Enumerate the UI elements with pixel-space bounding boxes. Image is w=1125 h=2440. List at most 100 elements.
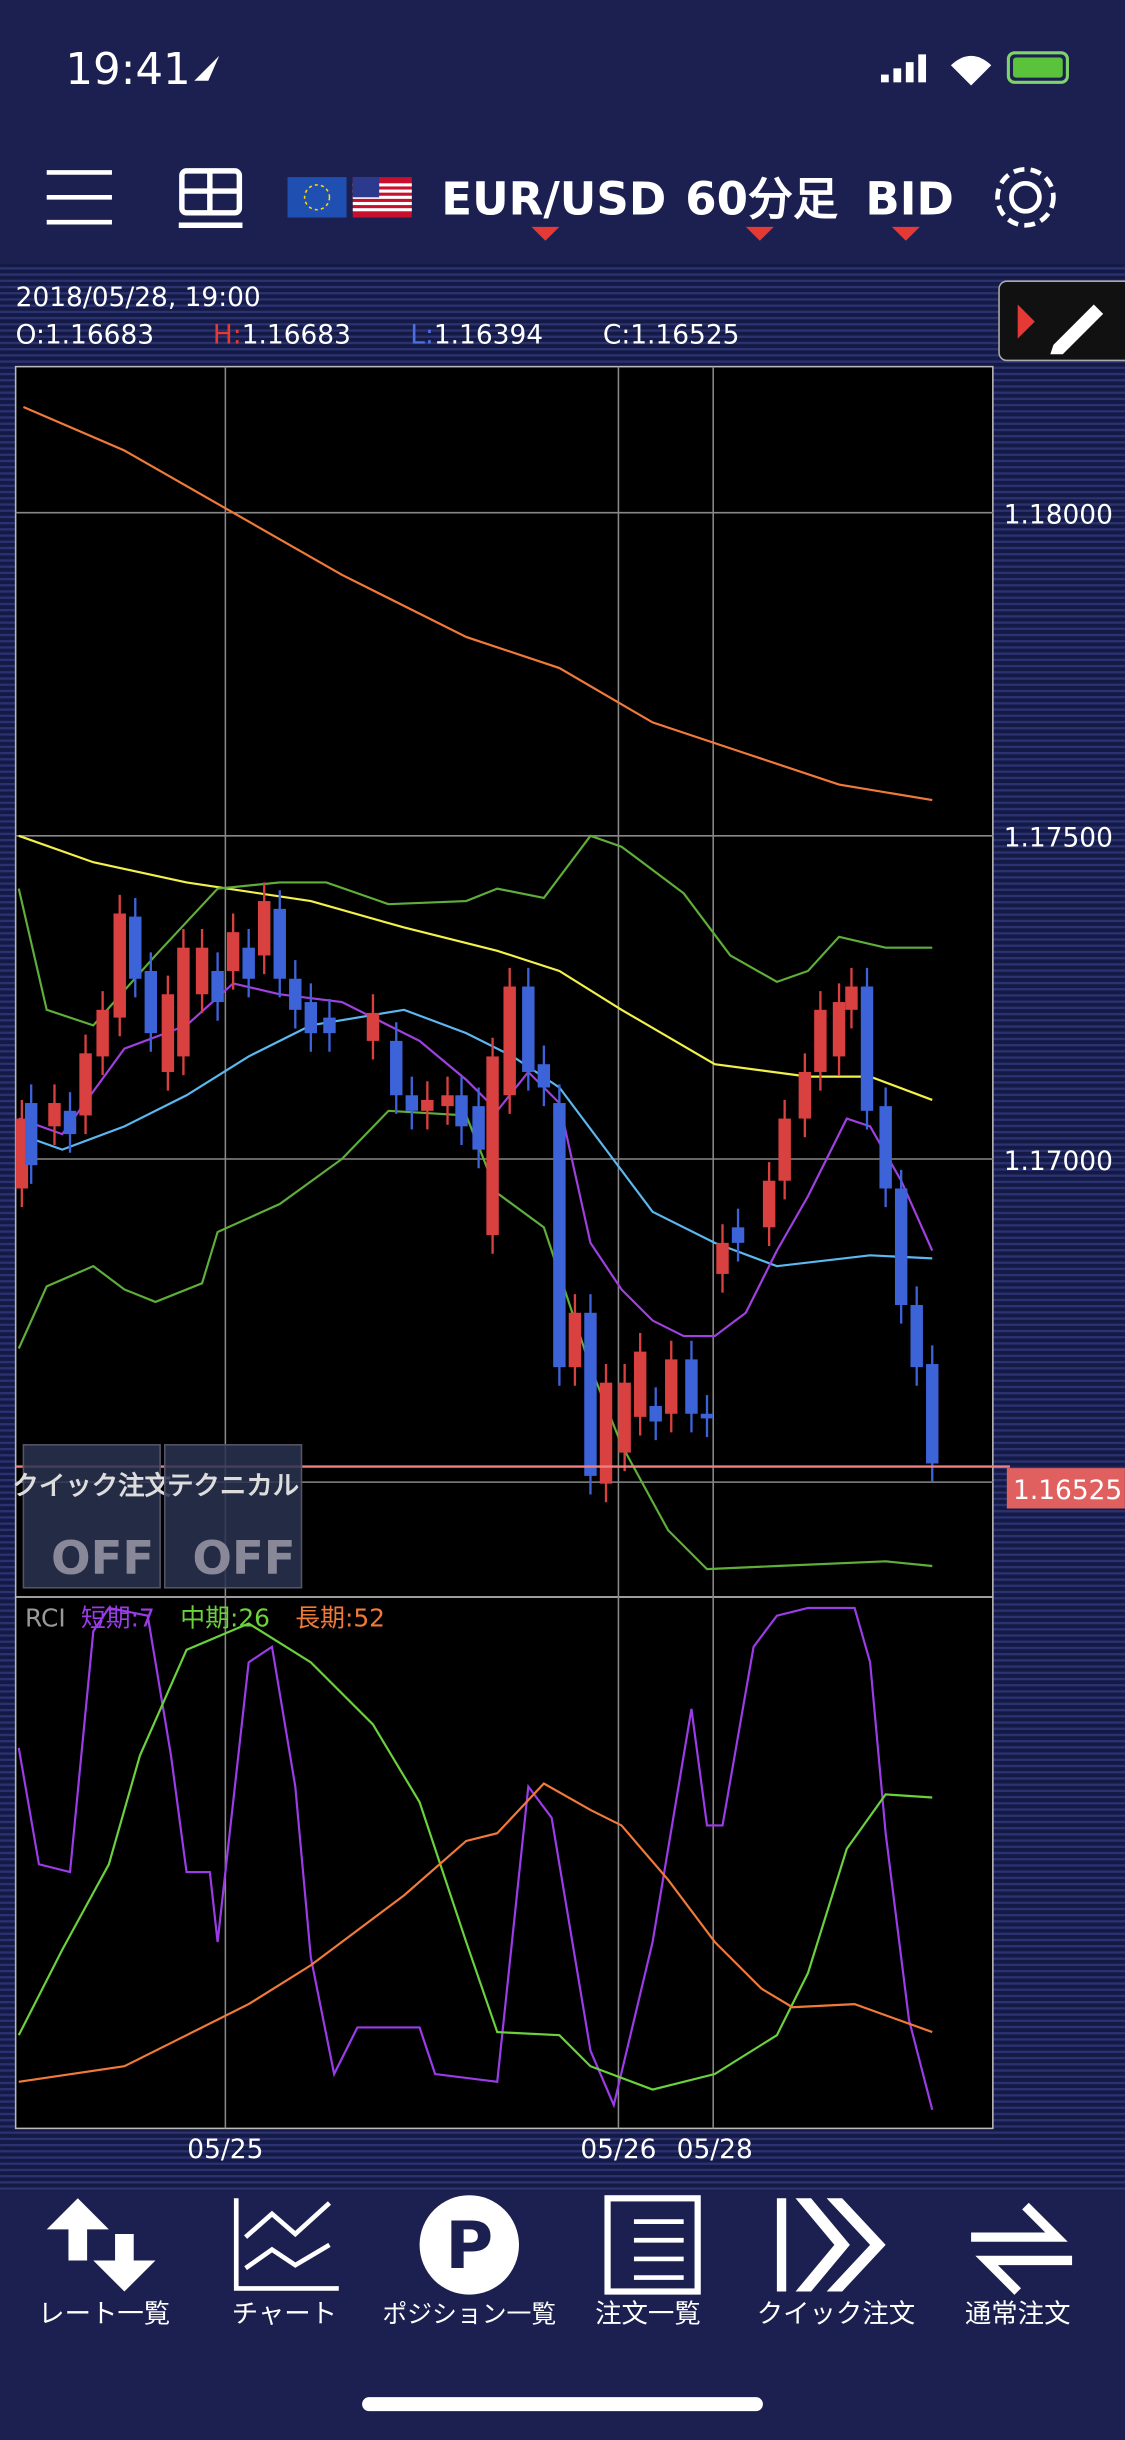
toggle-label: クイック注文	[13, 1471, 172, 1502]
candle-body	[503, 986, 516, 1096]
tab-chart[interactable]: チャート	[232, 2299, 337, 2330]
settings-button[interactable]	[995, 167, 1056, 228]
price-label: 1.17500	[1004, 823, 1113, 854]
candle-body	[258, 901, 271, 956]
rci-mid	[17, 1622, 933, 2091]
price-label: 1.18000	[1004, 500, 1113, 531]
candle-body	[441, 1095, 454, 1107]
candle-body	[522, 986, 535, 1072]
toggle-label: テクニカル	[167, 1471, 299, 1502]
candle-body	[778, 1118, 791, 1181]
tab-rates[interactable]: レート一覧	[38, 2299, 170, 2330]
rci-long-label: 長期:52	[295, 1604, 385, 1633]
candle-body	[553, 1103, 566, 1368]
clock: 19:41	[65, 45, 190, 95]
wifi-icon	[950, 55, 992, 86]
candle-body	[323, 1017, 336, 1034]
candle-body	[226, 932, 240, 971]
layout-button[interactable]	[178, 168, 243, 228]
current-price: 1.16525	[1013, 1475, 1122, 1506]
menu-button[interactable]	[46, 170, 112, 225]
candle-body	[860, 986, 874, 1111]
price-panel	[14, 365, 994, 1598]
close-label: C:	[603, 319, 630, 350]
date-label: 05/25	[187, 2134, 263, 2165]
rci-short	[17, 1606, 934, 2111]
candle-body	[63, 1110, 77, 1135]
rci-legend: RCI 短期:7 中期:26 長期:52	[25, 1604, 385, 1633]
candle-body	[731, 1227, 745, 1243]
candle-body	[15, 1118, 29, 1189]
ma-fast	[18, 982, 934, 1338]
svg-text:P: P	[445, 2208, 493, 2284]
toggle-state: OFF	[192, 1531, 295, 1585]
candle-body	[304, 1002, 318, 1034]
current-price-box	[1006, 1468, 1125, 1509]
candle-body	[273, 908, 286, 979]
candle-body	[879, 1106, 892, 1189]
tab-quick-order[interactable]: クイック注文	[757, 2299, 915, 2330]
candle-body	[832, 1002, 846, 1057]
rci-short-label: 短期:7	[81, 1604, 155, 1633]
date-label: 05/26	[580, 2134, 656, 2165]
header-bg	[0, 0, 1125, 265]
candle-body	[814, 1009, 827, 1072]
candle-body	[618, 1382, 631, 1453]
candle-body	[926, 1364, 939, 1464]
home-indicator	[362, 2397, 763, 2412]
candle-body	[96, 1009, 109, 1057]
candle-body	[910, 1305, 923, 1368]
candle-body	[113, 913, 126, 1018]
candle-body	[211, 970, 224, 1003]
tab-normal-order[interactable]: 通常注文	[965, 2299, 1071, 2330]
signal-icon	[880, 54, 927, 83]
candle-body	[685, 1359, 698, 1414]
candle-body	[599, 1382, 613, 1484]
candle-body	[845, 986, 858, 1010]
us-canton	[352, 177, 380, 198]
eu-stars	[303, 184, 331, 211]
eu-flag	[287, 177, 347, 218]
price-type[interactable]: BID	[865, 172, 954, 225]
toggle-state: OFF	[51, 1531, 154, 1585]
dropdown-arrows	[531, 226, 920, 241]
rci-title: RCI	[25, 1604, 66, 1633]
open: 1.16683	[45, 319, 154, 350]
candle-body	[716, 1242, 729, 1274]
technical-toggle[interactable]: テクニカル OFF	[164, 1444, 303, 1589]
pencil-icon	[1050, 304, 1104, 355]
open-label: O:	[16, 319, 45, 350]
candle-body	[177, 947, 190, 1057]
high-label: H:	[213, 319, 242, 350]
draw-arrow	[1017, 304, 1035, 339]
ma-long	[22, 406, 933, 802]
timeframe[interactable]: 60分足	[685, 172, 838, 225]
candle-body	[649, 1405, 662, 1422]
tab-icons: P	[46, 2195, 1073, 2295]
datetime: 2018/05/28, 19:00	[16, 282, 261, 313]
candle-body	[633, 1351, 647, 1417]
date-label: 05/28	[677, 2134, 753, 2165]
candle-body	[584, 1312, 597, 1476]
candle-body	[486, 1056, 499, 1236]
currency-pair[interactable]: EUR/USD	[441, 172, 666, 225]
candle-body	[798, 1071, 812, 1119]
tab-orders[interactable]: 注文一覧	[595, 2299, 701, 2330]
close: 1.16525	[630, 319, 739, 350]
us-stripes	[352, 183, 412, 212]
candle-body	[79, 1053, 92, 1116]
rci-panel	[14, 1596, 994, 2130]
quick-order-toggle[interactable]: クイック注文 OFF	[13, 1444, 172, 1589]
candle-body	[48, 1103, 61, 1127]
candle-body	[390, 1040, 403, 1096]
toggle-bg	[22, 1444, 161, 1589]
draw-button[interactable]	[998, 280, 1125, 362]
candle-body	[289, 978, 302, 1010]
candle-body	[144, 970, 158, 1034]
ma-mid	[18, 834, 933, 1101]
candle-body	[129, 916, 142, 979]
candle-body	[472, 1106, 485, 1150]
tab-positions[interactable]: ポジション一覧	[382, 2300, 556, 2329]
